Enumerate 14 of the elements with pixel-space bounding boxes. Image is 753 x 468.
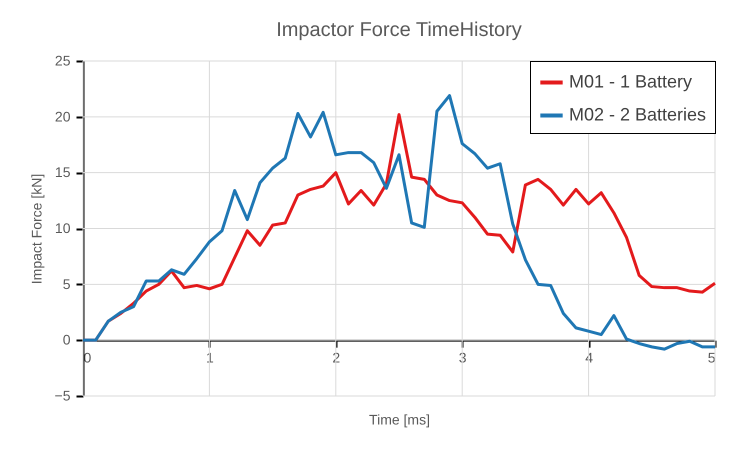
y-tick-label: 25 bbox=[54, 52, 71, 68]
legend-label: M02 - 2 Batteries bbox=[569, 104, 706, 124]
y-tick-label: 20 bbox=[54, 108, 71, 124]
y-tick-label: 0 bbox=[62, 332, 71, 348]
chart-title: Impactor Force TimeHistory bbox=[276, 19, 522, 41]
y-tick-label: 15 bbox=[54, 164, 71, 180]
y-tick-label: 10 bbox=[54, 220, 71, 236]
x-tick-label: 5 bbox=[708, 350, 716, 366]
legend-label: M01 - 1 Battery bbox=[569, 72, 692, 92]
x-axis-title: Time [ms] bbox=[369, 412, 430, 428]
y-axis-title: Impact Force [kN] bbox=[28, 174, 45, 284]
x-tick-label: 1 bbox=[206, 350, 214, 366]
y-tick-label: 5 bbox=[62, 276, 71, 292]
y-tick-label: −5 bbox=[54, 388, 71, 404]
